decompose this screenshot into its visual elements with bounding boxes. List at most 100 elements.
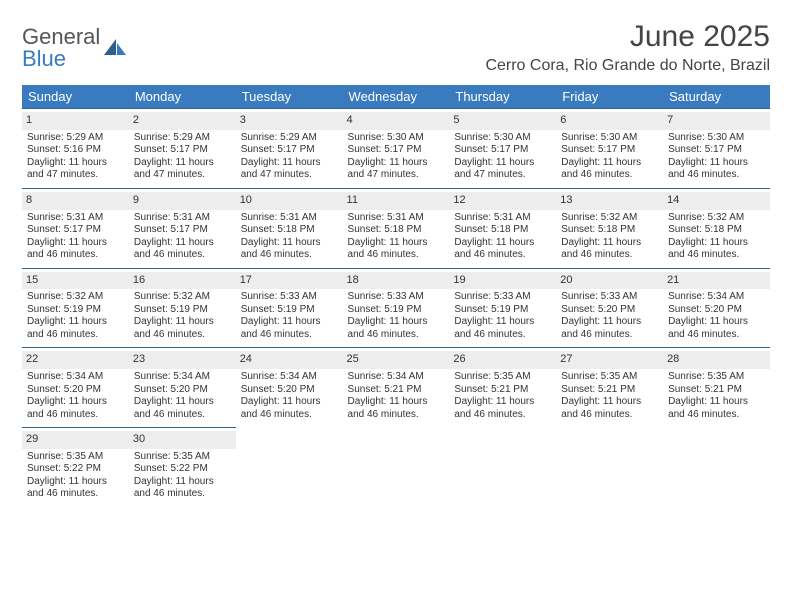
sunset-line: Sunset: 5:18 PM bbox=[668, 224, 765, 237]
day-cell: 16Sunrise: 5:32 AMSunset: 5:19 PMDayligh… bbox=[129, 268, 236, 348]
day-header: Tuesday bbox=[236, 85, 343, 109]
daylight-line: Daylight: 11 hours and 46 minutes. bbox=[27, 476, 124, 501]
sunrise-line: Sunrise: 5:32 AM bbox=[134, 291, 231, 304]
sunrise-line: Sunrise: 5:35 AM bbox=[668, 371, 765, 384]
daylight-line: Daylight: 11 hours and 47 minutes. bbox=[134, 157, 231, 182]
sunrise-line: Sunrise: 5:35 AM bbox=[454, 371, 551, 384]
day-header: Saturday bbox=[663, 85, 770, 109]
daylight-line: Daylight: 11 hours and 47 minutes. bbox=[27, 157, 124, 182]
sunset-line: Sunset: 5:18 PM bbox=[348, 224, 445, 237]
day-number: 11 bbox=[343, 192, 450, 210]
day-number: 15 bbox=[22, 272, 129, 290]
day-cell: 8Sunrise: 5:31 AMSunset: 5:17 PMDaylight… bbox=[22, 188, 129, 268]
sunset-line: Sunset: 5:21 PM bbox=[668, 384, 765, 397]
daylight-line: Daylight: 11 hours and 46 minutes. bbox=[241, 237, 338, 262]
day-cell: 5 Sunrise: 5:30 AMSunset: 5:17 PMDaylight… bbox=[449, 109, 556, 189]
daylight-line: Daylight: 11 hours and 46 minutes. bbox=[241, 316, 338, 341]
calendar-body: 1Sunrise: 5:29 AMSunset: 5:16 PMDaylight… bbox=[22, 109, 770, 507]
daylight-line: Daylight: 11 hours and 47 minutes. bbox=[454, 157, 551, 182]
sunset-line: Sunset: 5:20 PM bbox=[668, 304, 765, 317]
day-number: 24 bbox=[236, 351, 343, 369]
day-number: 5 bbox=[449, 112, 556, 130]
sunset-line: Sunset: 5:17 PM bbox=[27, 224, 124, 237]
sunset-line: Sunset: 5:20 PM bbox=[27, 384, 124, 397]
sunrise-line: Sunrise: 5:31 AM bbox=[348, 212, 445, 225]
sunrise-line: Sunrise: 5:30 AM bbox=[561, 132, 658, 145]
day-number: 28 bbox=[663, 351, 770, 369]
day-cell: 10Sunrise: 5:31 AMSunset: 5:18 PMDayligh… bbox=[236, 188, 343, 268]
daylight-line: Daylight: 11 hours and 47 minutes. bbox=[241, 157, 338, 182]
daylight-line: Daylight: 11 hours and 46 minutes. bbox=[348, 316, 445, 341]
sunset-line: Sunset: 5:20 PM bbox=[241, 384, 338, 397]
sunrise-line: Sunrise: 5:31 AM bbox=[241, 212, 338, 225]
sunset-line: Sunset: 5:19 PM bbox=[134, 304, 231, 317]
daylight-line: Daylight: 11 hours and 46 minutes. bbox=[454, 237, 551, 262]
daylight-line: Daylight: 11 hours and 46 minutes. bbox=[561, 316, 658, 341]
day-number: 23 bbox=[129, 351, 236, 369]
sunrise-line: Sunrise: 5:31 AM bbox=[134, 212, 231, 225]
daylight-line: Daylight: 11 hours and 46 minutes. bbox=[134, 316, 231, 341]
daylight-line: Daylight: 11 hours and 46 minutes. bbox=[134, 476, 231, 501]
sunrise-line: Sunrise: 5:34 AM bbox=[348, 371, 445, 384]
day-header: Wednesday bbox=[343, 85, 450, 109]
sunrise-line: Sunrise: 5:34 AM bbox=[668, 291, 765, 304]
sunset-line: Sunset: 5:17 PM bbox=[561, 144, 658, 157]
month-title: June 2025 bbox=[485, 20, 770, 53]
logo-sail-icon bbox=[102, 37, 128, 57]
sunset-line: Sunset: 5:22 PM bbox=[27, 463, 124, 476]
day-number: 26 bbox=[449, 351, 556, 369]
day-cell: 28Sunrise: 5:35 AMSunset: 5:21 PMDayligh… bbox=[663, 348, 770, 428]
day-cell: 9Sunrise: 5:31 AMSunset: 5:17 PMDaylight… bbox=[129, 188, 236, 268]
daylight-line: Daylight: 11 hours and 46 minutes. bbox=[454, 396, 551, 421]
day-cell: 24Sunrise: 5:34 AMSunset: 5:20 PMDayligh… bbox=[236, 348, 343, 428]
day-cell: 26Sunrise: 5:35 AMSunset: 5:21 PMDayligh… bbox=[449, 348, 556, 428]
week-row: 15Sunrise: 5:32 AMSunset: 5:19 PMDayligh… bbox=[22, 268, 770, 348]
day-cell: 13Sunrise: 5:32 AMSunset: 5:18 PMDayligh… bbox=[556, 188, 663, 268]
sunset-line: Sunset: 5:19 PM bbox=[348, 304, 445, 317]
sunset-line: Sunset: 5:17 PM bbox=[668, 144, 765, 157]
daylight-line: Daylight: 11 hours and 46 minutes. bbox=[668, 157, 765, 182]
day-number: 9 bbox=[129, 192, 236, 210]
sunset-line: Sunset: 5:19 PM bbox=[241, 304, 338, 317]
day-cell: 1Sunrise: 5:29 AMSunset: 5:16 PMDaylight… bbox=[22, 109, 129, 189]
sunset-line: Sunset: 5:17 PM bbox=[241, 144, 338, 157]
daylight-line: Daylight: 11 hours and 46 minutes. bbox=[668, 316, 765, 341]
sunrise-line: Sunrise: 5:33 AM bbox=[348, 291, 445, 304]
daylight-line: Daylight: 11 hours and 46 minutes. bbox=[27, 396, 124, 421]
sunrise-line: Sunrise: 5:32 AM bbox=[27, 291, 124, 304]
sunrise-line: Sunrise: 5:30 AM bbox=[454, 132, 551, 145]
daylight-line: Daylight: 11 hours and 46 minutes. bbox=[561, 157, 658, 182]
daylight-line: Daylight: 11 hours and 46 minutes. bbox=[561, 237, 658, 262]
day-number: 20 bbox=[556, 272, 663, 290]
day-cell: 6Sunrise: 5:30 AMSunset: 5:17 PMDaylight… bbox=[556, 109, 663, 189]
day-header: Sunday bbox=[22, 85, 129, 109]
daylight-line: Daylight: 11 hours and 46 minutes. bbox=[134, 396, 231, 421]
day-cell: 2Sunrise: 5:29 AMSunset: 5:17 PMDaylight… bbox=[129, 109, 236, 189]
day-cell bbox=[556, 428, 663, 507]
sunrise-line: Sunrise: 5:35 AM bbox=[561, 371, 658, 384]
day-number: 7 bbox=[663, 112, 770, 130]
sunrise-line: Sunrise: 5:35 AM bbox=[27, 451, 124, 464]
daylight-line: Daylight: 11 hours and 46 minutes. bbox=[454, 316, 551, 341]
day-number: 18 bbox=[343, 272, 450, 290]
sunset-line: Sunset: 5:18 PM bbox=[454, 224, 551, 237]
week-row: 8Sunrise: 5:31 AMSunset: 5:17 PMDaylight… bbox=[22, 188, 770, 268]
logo-word2: Blue bbox=[22, 46, 66, 71]
logo-text: General Blue bbox=[22, 26, 100, 70]
day-cell: 11Sunrise: 5:31 AMSunset: 5:18 PMDayligh… bbox=[343, 188, 450, 268]
sunrise-line: Sunrise: 5:35 AM bbox=[134, 451, 231, 464]
daylight-line: Daylight: 11 hours and 46 minutes. bbox=[348, 396, 445, 421]
sunset-line: Sunset: 5:21 PM bbox=[561, 384, 658, 397]
day-cell: 25Sunrise: 5:34 AMSunset: 5:21 PMDayligh… bbox=[343, 348, 450, 428]
day-number: 27 bbox=[556, 351, 663, 369]
day-cell: 12Sunrise: 5:31 AMSunset: 5:18 PMDayligh… bbox=[449, 188, 556, 268]
calendar-table: SundayMondayTuesdayWednesdayThursdayFrid… bbox=[22, 85, 770, 507]
sunset-line: Sunset: 5:17 PM bbox=[454, 144, 551, 157]
sunrise-line: Sunrise: 5:29 AM bbox=[27, 132, 124, 145]
day-cell: 17Sunrise: 5:33 AMSunset: 5:19 PMDayligh… bbox=[236, 268, 343, 348]
day-number: 10 bbox=[236, 192, 343, 210]
sunrise-line: Sunrise: 5:32 AM bbox=[668, 212, 765, 225]
sunrise-line: Sunrise: 5:34 AM bbox=[134, 371, 231, 384]
day-cell: 15Sunrise: 5:32 AMSunset: 5:19 PMDayligh… bbox=[22, 268, 129, 348]
daylight-line: Daylight: 11 hours and 46 minutes. bbox=[27, 316, 124, 341]
